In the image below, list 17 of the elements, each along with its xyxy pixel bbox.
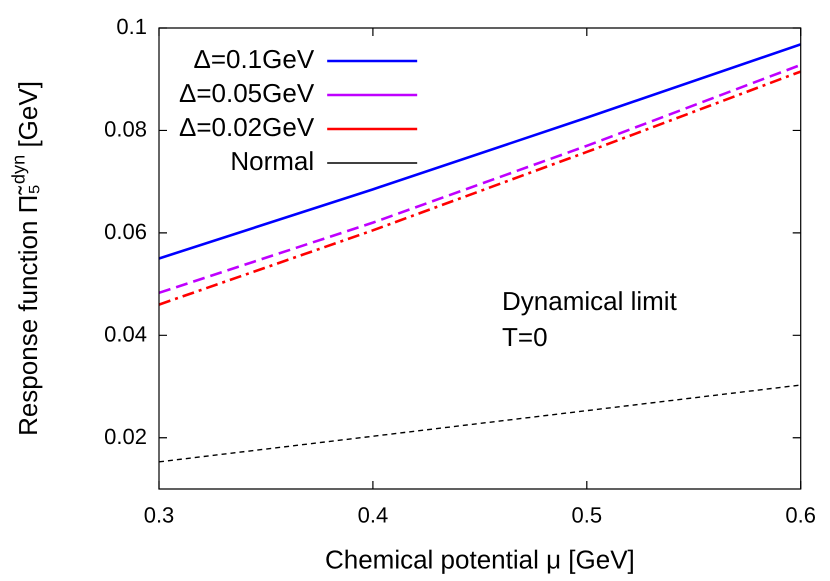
y-tick-label: 0.06	[104, 218, 147, 244]
x-tick-label: 0.5	[572, 502, 602, 528]
legend-label: Δ=0.05GeV	[178, 78, 315, 108]
x-tick-label: 0.6	[785, 502, 816, 528]
y-tick-label: 0.02	[104, 424, 147, 449]
legend-label: Δ=0.02GeV	[178, 112, 315, 142]
legend-label: Normal	[230, 146, 314, 176]
y-tick-label: 0.1	[116, 14, 147, 40]
legend-label: Δ=0.1GeV	[193, 44, 315, 74]
y-tick-label: 0.08	[104, 116, 147, 142]
x-tick-label: 0.3	[144, 502, 174, 528]
annotation: T=0	[502, 322, 548, 352]
x-axis-title: Chemical potential μ [GeV]	[324, 544, 635, 575]
x-tick-label: 0.4	[358, 502, 388, 528]
annotation: Dynamical limit	[502, 286, 678, 316]
y-tick-label: 0.04	[104, 321, 147, 346]
y-axis-title: Response function Π̃₅dyn [GeV]	[8, 81, 44, 436]
